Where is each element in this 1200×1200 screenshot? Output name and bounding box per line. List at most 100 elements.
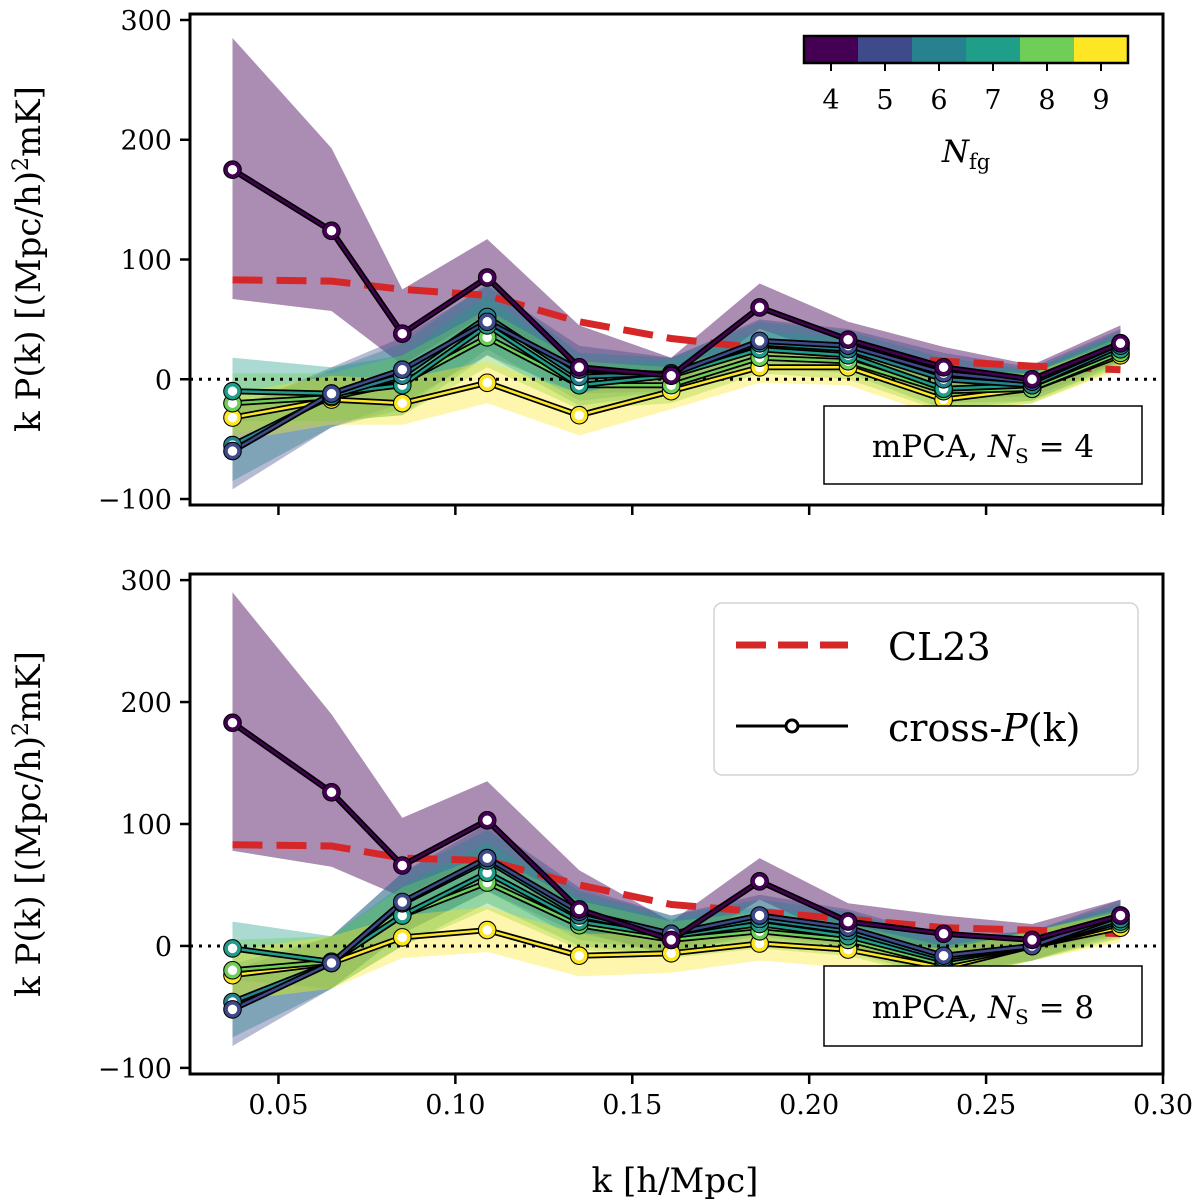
bottom-annotation: mPCA, NS = 8 bbox=[823, 965, 1143, 1047]
y-tick-label: 200 bbox=[120, 126, 172, 157]
colorbar-cell-5 bbox=[858, 36, 913, 63]
point-nfg-9 bbox=[394, 929, 411, 946]
top-x-ticks bbox=[277, 505, 1165, 515]
y-tick-label: −100 bbox=[98, 485, 172, 516]
point-nfg-9 bbox=[478, 374, 496, 392]
point-nfg-4 bbox=[224, 714, 241, 732]
x-tick-label: 0.15 bbox=[602, 1090, 662, 1121]
error-band-nfg-4 bbox=[232, 592, 1121, 956]
colorbar-cell-7 bbox=[966, 36, 1021, 63]
point-nfg-5 bbox=[394, 361, 411, 378]
y-tick-label: −100 bbox=[98, 1054, 172, 1085]
point-nfg-5 bbox=[478, 313, 496, 331]
top-y-ticks: −100 0 100 200 300 bbox=[98, 6, 190, 516]
point-nfg-4 bbox=[570, 359, 588, 376]
point-nfg-4 bbox=[751, 873, 768, 890]
colorbar-tick-label: 9 bbox=[1092, 85, 1109, 116]
x-tick-label: 0.20 bbox=[779, 1090, 839, 1121]
point-nfg-4 bbox=[751, 299, 768, 316]
y-tick-label: 300 bbox=[120, 566, 172, 597]
legend-data-marker bbox=[784, 718, 800, 734]
point-nfg-4 bbox=[1023, 371, 1041, 388]
y-tick-label: 0 bbox=[155, 932, 172, 963]
colorbar-label: Nfg bbox=[941, 134, 990, 174]
point-nfg-9 bbox=[394, 394, 411, 412]
y-tick-label: 100 bbox=[120, 810, 172, 841]
point-nfg-4 bbox=[935, 925, 952, 943]
point-nfg-9 bbox=[570, 947, 588, 964]
point-nfg-4 bbox=[394, 325, 411, 342]
point-nfg-8 bbox=[224, 962, 241, 979]
point-nfg-5 bbox=[224, 442, 241, 460]
point-nfg-7 bbox=[224, 382, 241, 400]
x-axis-label: k [h/Mpc] bbox=[592, 1161, 759, 1200]
bottom-model-curve bbox=[232, 841, 1121, 938]
legend: CL23 cross-P(k) bbox=[713, 602, 1139, 776]
point-nfg-5 bbox=[394, 893, 411, 911]
point-nfg-4 bbox=[394, 857, 411, 874]
point-nfg-4 bbox=[935, 359, 952, 376]
x-tick-label: 0.10 bbox=[425, 1090, 485, 1121]
top-data-points bbox=[223, 160, 1130, 461]
legend-model-label: CL23 bbox=[888, 625, 991, 669]
model-curve-cl23 bbox=[232, 841, 1121, 938]
point-nfg-4 bbox=[323, 222, 340, 240]
error-band-nfg-4 bbox=[232, 38, 1121, 392]
point-nfg-4 bbox=[1023, 931, 1041, 949]
bottom-annotation-box bbox=[823, 965, 1143, 1047]
top-model-curve bbox=[232, 276, 1121, 374]
x-tick-label: 0.30 bbox=[1133, 1090, 1193, 1121]
x-tick-label: 0.25 bbox=[956, 1090, 1016, 1121]
bottom-data-points bbox=[223, 713, 1130, 1019]
point-nfg-5 bbox=[751, 907, 768, 924]
colorbar-frame bbox=[802, 34, 1130, 65]
top-y-axis-label: k P(k) [(Mpc/h)2mK] bbox=[9, 86, 49, 432]
point-nfg-7 bbox=[224, 940, 241, 957]
point-nfg-4 bbox=[224, 161, 241, 178]
top-panel: −100 0 100 200 300 k P(k) [(Mpc/h)2mK] mPCA,… bbox=[9, 6, 1165, 516]
point-nfg-5 bbox=[323, 954, 340, 972]
y-tick-label: 300 bbox=[120, 6, 172, 37]
y-tick-label: 0 bbox=[155, 365, 172, 396]
colorbar-cell-8 bbox=[1020, 36, 1075, 63]
legend-data-label: cross-P(k) bbox=[888, 706, 1080, 750]
x-tick-label: 0.05 bbox=[248, 1090, 308, 1121]
point-nfg-5 bbox=[935, 947, 952, 964]
point-nfg-4 bbox=[1112, 907, 1129, 924]
bottom-y-ticks: −100 0 100 200 300 bbox=[98, 566, 190, 1085]
colorbar-cell-9 bbox=[1074, 36, 1129, 63]
colorbar-cell-4 bbox=[804, 36, 859, 63]
bottom-annotation-text: mPCA, NS = 8 bbox=[872, 990, 1094, 1029]
point-nfg-5 bbox=[751, 332, 768, 350]
y-tick-label: 100 bbox=[120, 246, 172, 277]
point-nfg-9 bbox=[478, 921, 496, 939]
point-nfg-9 bbox=[570, 406, 588, 424]
point-nfg-5 bbox=[323, 385, 340, 402]
colorbar-tick-label: 5 bbox=[876, 85, 893, 116]
point-nfg-4 bbox=[570, 901, 588, 918]
point-nfg-9 bbox=[224, 409, 241, 426]
model-curve-cl23 bbox=[232, 276, 1121, 374]
colorbar-tick-label: 4 bbox=[822, 85, 839, 116]
point-nfg-4 bbox=[662, 931, 680, 949]
point-nfg-5 bbox=[224, 1001, 241, 1018]
point-nfg-4 bbox=[662, 367, 680, 384]
point-nfg-4 bbox=[839, 913, 857, 930]
bottom-x-ticks: 0.05 0.10 0.15 0.20 0.25 0.30 bbox=[248, 1074, 1193, 1121]
top-annotation: mPCA, NS = 4 bbox=[823, 405, 1143, 485]
bottom-y-axis-label: k P(k) [(Mpc/h)2mK] bbox=[9, 651, 49, 997]
colorbar-cells bbox=[804, 36, 1129, 63]
point-nfg-4 bbox=[478, 812, 496, 829]
point-nfg-4 bbox=[839, 331, 857, 348]
top-annotation-text: mPCA, NS = 4 bbox=[872, 429, 1094, 468]
error-band-nfg-7 bbox=[232, 295, 1121, 422]
point-nfg-5 bbox=[478, 849, 496, 867]
point-nfg-4 bbox=[1112, 335, 1129, 352]
point-nfg-4 bbox=[323, 784, 340, 801]
colorbar-ticks: 4 5 6 7 8 9 bbox=[822, 63, 1110, 116]
top-annotation-box bbox=[823, 405, 1143, 485]
point-nfg-4 bbox=[478, 269, 496, 286]
colorbar-tick-label: 7 bbox=[984, 85, 1001, 116]
